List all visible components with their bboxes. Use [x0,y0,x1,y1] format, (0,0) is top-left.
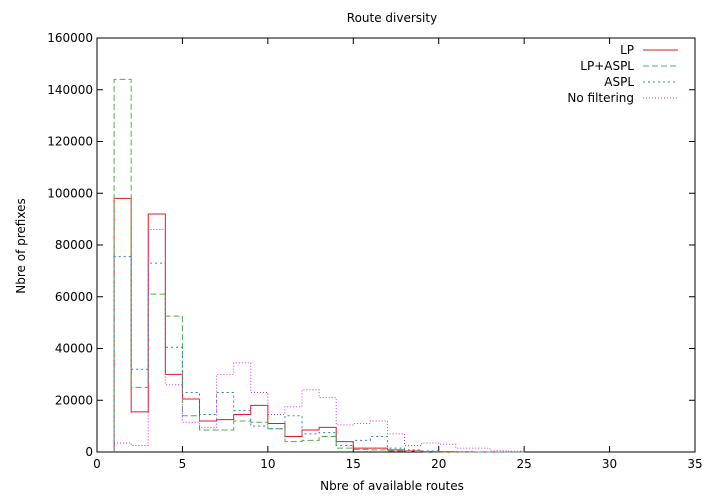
y-tick-label: 140000 [47,83,93,97]
y-tick-label: 100000 [47,186,93,200]
y-tick-label: 40000 [55,342,93,356]
legend-label: ASPL [604,75,634,89]
x-tick-label: 15 [346,457,361,471]
x-tick-label: 25 [517,457,532,471]
series-lp-aspl-line [113,78,525,453]
y-tick-label: 0 [85,445,93,459]
x-tick-label: 35 [687,457,702,471]
series-lp-line [113,197,525,453]
legend-label: No filtering [567,91,634,105]
y-tick-label: 160000 [47,31,93,45]
legend-label: LP+ASPL [580,59,634,73]
y-tick-label: 20000 [55,393,93,407]
series-no-filtering-line [113,228,525,452]
legend-label: LP [620,43,634,57]
x-tick-label: 30 [602,457,617,471]
chart-title: Route diversity [347,11,437,25]
series-aspl-line [113,256,525,453]
plot-area: 0 5 10 15 20 25 30 35 0 20000 40000 60000 80000 10000… [47,31,702,471]
y-tick-label: 60000 [55,290,93,304]
x-tick-label: 0 [93,457,101,471]
x-axis-title: Nbre of available routes [320,479,464,493]
x-tick-label: 5 [179,457,187,471]
x-tick-label: 20 [431,457,446,471]
y-axis-title: Nbre of prefixes [14,198,28,293]
y-tick-label: 120000 [47,135,93,149]
x-tick-label: 10 [260,457,275,471]
y-tick-label: 80000 [55,238,93,252]
